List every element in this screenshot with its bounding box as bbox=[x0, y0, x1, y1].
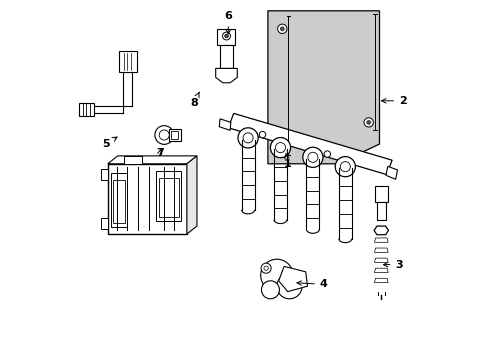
Circle shape bbox=[261, 281, 279, 299]
Polygon shape bbox=[267, 11, 379, 164]
Polygon shape bbox=[168, 129, 181, 141]
Circle shape bbox=[324, 151, 330, 157]
Polygon shape bbox=[374, 238, 387, 242]
Polygon shape bbox=[217, 29, 235, 45]
Circle shape bbox=[259, 131, 265, 138]
Polygon shape bbox=[101, 169, 107, 180]
Circle shape bbox=[264, 266, 268, 270]
Circle shape bbox=[302, 147, 322, 167]
Text: 2: 2 bbox=[381, 96, 406, 106]
Circle shape bbox=[243, 133, 253, 143]
Polygon shape bbox=[278, 266, 307, 292]
Text: 3: 3 bbox=[383, 260, 402, 270]
Bar bbox=[118, 51, 136, 72]
Polygon shape bbox=[171, 131, 178, 139]
Text: 8: 8 bbox=[190, 92, 199, 108]
Polygon shape bbox=[373, 226, 387, 235]
Circle shape bbox=[277, 24, 286, 33]
Polygon shape bbox=[374, 278, 387, 283]
Circle shape bbox=[363, 118, 373, 127]
Text: 1: 1 bbox=[283, 153, 291, 169]
Bar bbox=[376, 202, 385, 220]
Circle shape bbox=[340, 162, 349, 172]
Polygon shape bbox=[107, 156, 197, 164]
Circle shape bbox=[261, 263, 270, 273]
Circle shape bbox=[270, 138, 290, 158]
Text: 6: 6 bbox=[224, 11, 232, 34]
Polygon shape bbox=[228, 113, 391, 175]
Text: 4: 4 bbox=[296, 279, 327, 289]
Circle shape bbox=[159, 130, 169, 140]
Polygon shape bbox=[374, 268, 387, 273]
Polygon shape bbox=[220, 45, 232, 68]
Circle shape bbox=[224, 34, 228, 38]
Polygon shape bbox=[107, 164, 186, 234]
Circle shape bbox=[222, 32, 230, 40]
Circle shape bbox=[275, 143, 285, 153]
Polygon shape bbox=[374, 248, 387, 252]
Text: 7: 7 bbox=[156, 148, 163, 158]
Circle shape bbox=[155, 126, 173, 144]
Polygon shape bbox=[79, 103, 94, 116]
Polygon shape bbox=[101, 218, 107, 229]
Circle shape bbox=[335, 157, 355, 177]
Text: 5: 5 bbox=[102, 137, 117, 149]
Circle shape bbox=[276, 274, 302, 299]
Polygon shape bbox=[385, 166, 397, 179]
Polygon shape bbox=[374, 258, 387, 262]
Polygon shape bbox=[219, 119, 230, 130]
Circle shape bbox=[260, 259, 292, 292]
Polygon shape bbox=[186, 156, 197, 234]
Circle shape bbox=[307, 152, 317, 162]
Polygon shape bbox=[123, 156, 142, 164]
Circle shape bbox=[280, 27, 284, 31]
Polygon shape bbox=[215, 68, 237, 83]
Bar bbox=[374, 186, 387, 202]
Circle shape bbox=[238, 128, 258, 148]
Circle shape bbox=[366, 121, 370, 124]
